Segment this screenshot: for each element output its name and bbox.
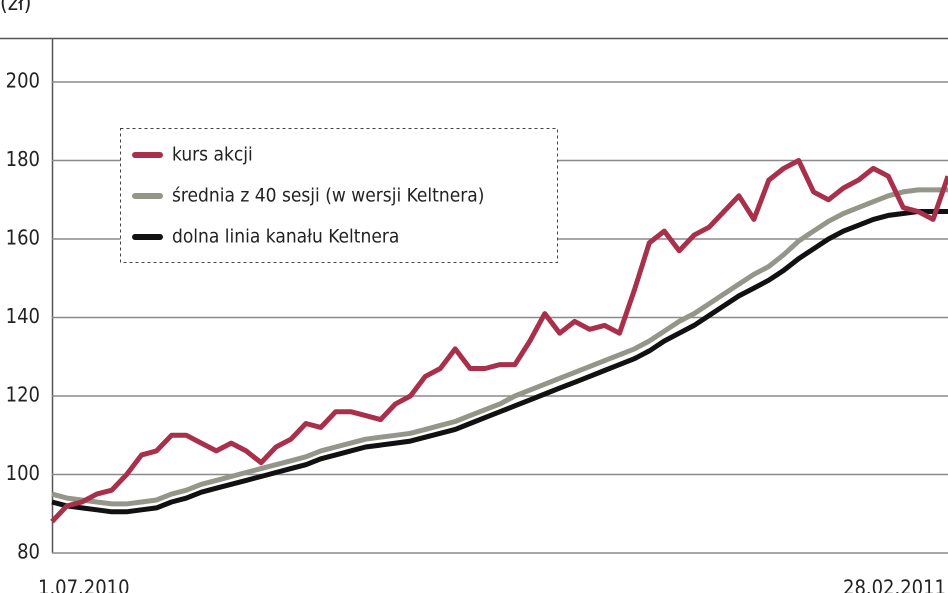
y-tick-label: 180 xyxy=(6,147,40,171)
legend-label: kurs akcji xyxy=(172,144,253,166)
series-line xyxy=(50,158,948,524)
legend-box xyxy=(120,128,558,263)
y-tick-label: 80 xyxy=(17,540,40,564)
y-tick-label: 120 xyxy=(6,383,40,407)
y-axis-label: (zł) xyxy=(0,0,31,16)
legend-label: średnia z 40 sesji (w wersji Keltnera) xyxy=(172,185,484,207)
y-tick-label: 160 xyxy=(6,226,40,250)
y-tick-label: 140 xyxy=(6,304,40,328)
y-tick-label: 200 xyxy=(6,69,40,93)
legend-label: dolna linia kanału Keltnera xyxy=(172,226,399,248)
x-tick-label: 28.02.2011 xyxy=(843,576,946,593)
series-line xyxy=(51,209,948,515)
y-tick-label: 100 xyxy=(6,461,40,485)
series-line xyxy=(51,187,948,507)
x-tick-label: 1.07.2010 xyxy=(38,576,130,593)
